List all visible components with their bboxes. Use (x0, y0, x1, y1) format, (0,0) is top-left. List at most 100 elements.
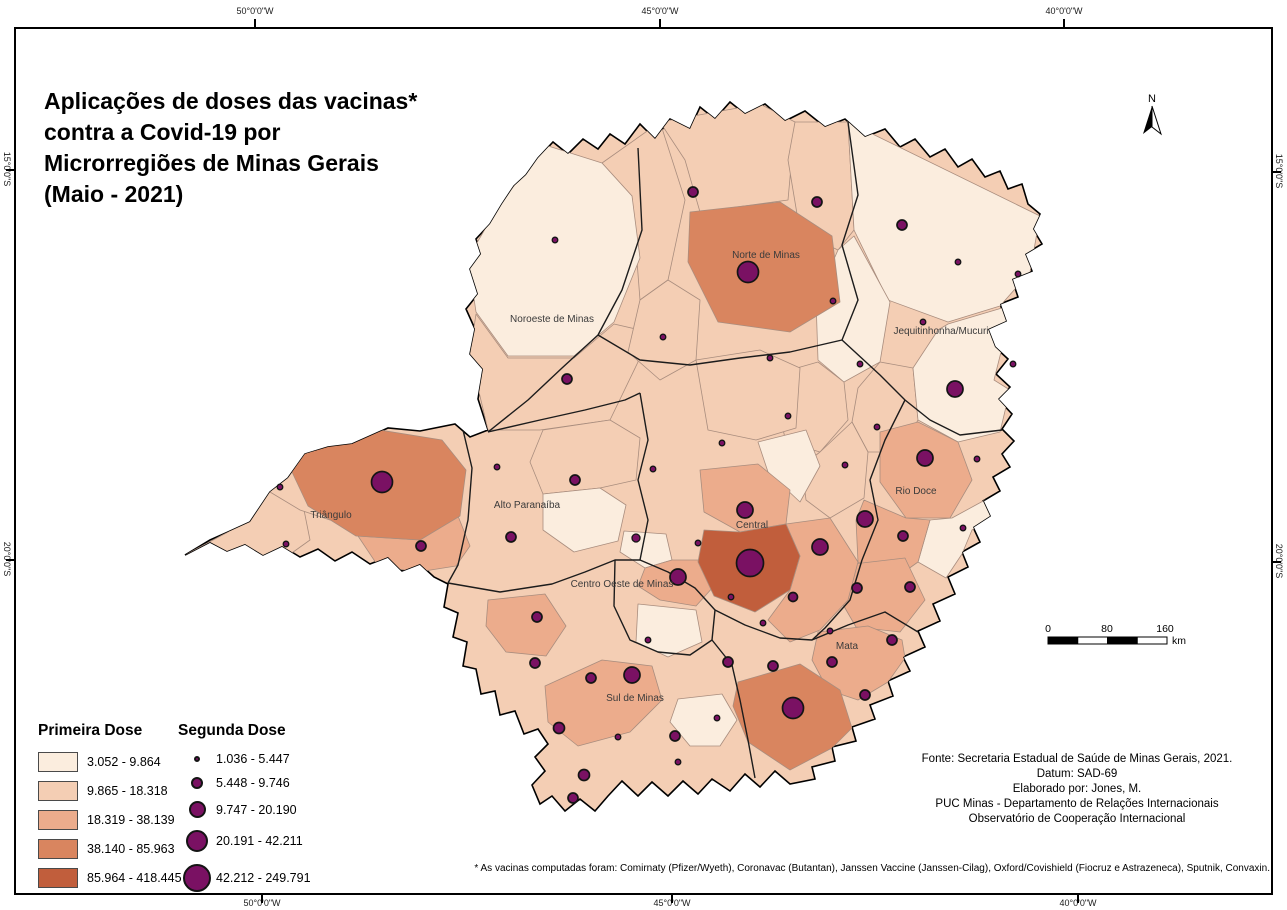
dose-circle (856, 360, 864, 368)
credits-line: PUC Minas - Departamento de Relações Int… (935, 798, 1219, 810)
legend-segunda-row: 20.191 - 42.211 (178, 824, 328, 858)
dose-circle (919, 318, 927, 326)
graticule-label: 45°0'0"W (653, 898, 691, 908)
dose-circle (954, 258, 962, 266)
legend-primeira-dose: Primeira Dose 3.052 - 9.864 9.865 - 18.31… (38, 722, 182, 892)
dose-circle (897, 530, 909, 542)
dose-circle (1014, 270, 1022, 278)
title-line: (Maio - 2021) (44, 181, 184, 207)
dose-circle (736, 501, 754, 519)
dose-circle (873, 423, 881, 431)
legend-primeira-row: 38.140 - 85.963 (38, 834, 176, 863)
title-line: contra a Covid-19 por (44, 119, 281, 145)
legend-class-label: 9.865 - 18.318 (87, 783, 168, 798)
dose-circle (735, 548, 765, 578)
dose-circle (859, 689, 871, 701)
dose-circle (631, 533, 641, 543)
graticule-tick (1063, 19, 1065, 27)
region-label: Mata (836, 641, 859, 652)
dose-circle (687, 186, 699, 198)
legend-color-swatch (38, 838, 78, 859)
region-label: Sul de Minas (606, 693, 664, 704)
dose-circle (766, 354, 774, 362)
dose-circle (959, 524, 967, 532)
legend-color-swatch (38, 780, 78, 801)
graticule-label: 40°0'0"W (1045, 6, 1083, 16)
dose-circle (282, 540, 290, 548)
legend-class-label: 42.212 - 249.791 (216, 871, 311, 885)
legend-segunda-row: 5.448 - 9.746 (178, 771, 328, 795)
legend-size-circle (183, 864, 211, 892)
legend-class-label: 5.448 - 9.746 (216, 776, 290, 790)
legend-class-label: 85.964 - 418.445 (87, 870, 182, 885)
dose-circle (623, 666, 641, 684)
dose-circle (585, 672, 597, 684)
legend-class-label: 18.319 - 38.139 (87, 812, 175, 827)
credits-block: Fonte: Secretaria Estadual de Saúde de M… (900, 752, 1254, 827)
region-label: Alto Paranaíba (494, 500, 561, 511)
dose-circle (904, 581, 916, 593)
dose-circle (851, 582, 863, 594)
dose-circle (722, 656, 734, 668)
graticule-tick (254, 19, 256, 27)
graticule-tick (1273, 561, 1281, 563)
map-title: Aplicações de doses das vacinas* contra a… (44, 86, 484, 210)
scale-bar-tick-label: 0 (1045, 623, 1051, 635)
legend-class-label: 3.052 - 9.864 (87, 754, 161, 769)
dose-circle (856, 510, 874, 528)
legend-size-circle (191, 777, 203, 789)
dose-circle (276, 483, 284, 491)
dose-circle (787, 591, 799, 603)
region-label: Triângulo (310, 510, 352, 521)
graticule-tick (6, 169, 14, 171)
dose-circle (577, 768, 591, 782)
dose-circle (694, 539, 702, 547)
legend-primeira-row: 18.319 - 38.139 (38, 805, 176, 834)
dose-circle (644, 636, 652, 644)
dose-circle (561, 373, 573, 385)
legend-primeira-row: 9.865 - 18.318 (38, 776, 176, 805)
legend-color-swatch (38, 809, 78, 830)
dose-circles-layer (276, 186, 1022, 804)
legend-class-label: 20.191 - 42.211 (216, 834, 303, 848)
dose-circle (505, 531, 517, 543)
dose-circle (1009, 360, 1017, 368)
region-label: Noroeste de Minas (510, 314, 594, 325)
title-line: Aplicações de doses das vacinas* (44, 88, 418, 114)
graticule-tick (1273, 171, 1281, 173)
legend-segunda-title: Segunda Dose (178, 722, 286, 739)
region-label: Centro Oeste de Minas (571, 579, 674, 590)
credits-line: Elaborado por: Jones, M. (1012, 783, 1142, 795)
dose-circle (669, 568, 687, 586)
dose-circle (552, 721, 566, 735)
dose-circle (614, 733, 622, 741)
dose-circle (659, 333, 667, 341)
north-arrow: N (1143, 93, 1162, 136)
graticule-tick (671, 895, 673, 903)
graticule-tick (659, 19, 661, 27)
graticule-label: 45°0'0"W (641, 6, 679, 16)
dose-circle (713, 714, 721, 722)
credits-line: Datum: SAD-69 (1036, 768, 1118, 780)
dose-circle (767, 660, 779, 672)
dose-circle (718, 439, 726, 447)
footnote: * As vacinas computadas foram: Comirnaty… (474, 863, 1270, 874)
microregion-patches (185, 103, 1041, 779)
dose-circle (829, 297, 837, 305)
dose-circle (916, 449, 934, 467)
legend-size-circle (194, 756, 200, 762)
dose-circle (531, 611, 543, 623)
scale-bar-segment (1077, 636, 1108, 645)
north-label: N (1148, 93, 1156, 105)
scale-bar-unit: km (1172, 635, 1186, 647)
dose-circle (886, 634, 898, 646)
title-line: Microrregiões de Minas Gerais (44, 150, 379, 176)
dose-circle (493, 463, 501, 471)
legend-segunda-dose: Segunda Dose 1.036 - 5.447 5.448 - 9.746 9… (178, 722, 328, 898)
dose-circle (551, 236, 559, 244)
dose-circle (415, 540, 427, 552)
dose-circle (826, 627, 834, 635)
region-labels-layer: Norte de Minas Noroeste de Minas Jequitinh… (310, 250, 988, 704)
